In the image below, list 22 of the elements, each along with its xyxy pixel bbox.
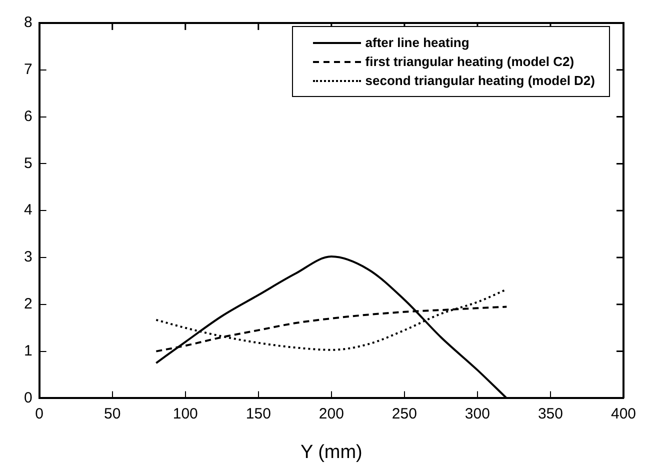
- x-tick-label: 150: [246, 405, 271, 422]
- y-tick-label: 6: [24, 108, 32, 125]
- x-tick-label: 350: [538, 405, 563, 422]
- x-tick-label: 50: [104, 405, 121, 422]
- x-tick-label: 250: [392, 405, 417, 422]
- y-tick-label: 1: [24, 342, 32, 360]
- y-tick-label: 5: [24, 154, 32, 172]
- x-tick-label: 100: [172, 405, 198, 422]
- x-axis-title: Y (mm): [300, 442, 362, 463]
- x-tick-label: 200: [318, 405, 344, 422]
- y-tick-label: 3: [24, 248, 32, 266]
- y-tick-label: 8: [24, 14, 32, 32]
- y-tick-label: 2: [24, 296, 32, 313]
- legend-label: after line heating: [365, 35, 470, 50]
- legend-label: first triangular heating (model C2): [365, 54, 574, 69]
- x-tick-label: 400: [610, 405, 636, 422]
- x-tick-label: 300: [464, 405, 490, 422]
- y-tick-label: 4: [24, 202, 32, 219]
- x-tick-label: 0: [35, 405, 44, 422]
- y-tick-label: 7: [24, 61, 32, 78]
- y-tick-label: 0: [24, 389, 32, 406]
- legend-label: second triangular heating (model D2): [365, 73, 595, 88]
